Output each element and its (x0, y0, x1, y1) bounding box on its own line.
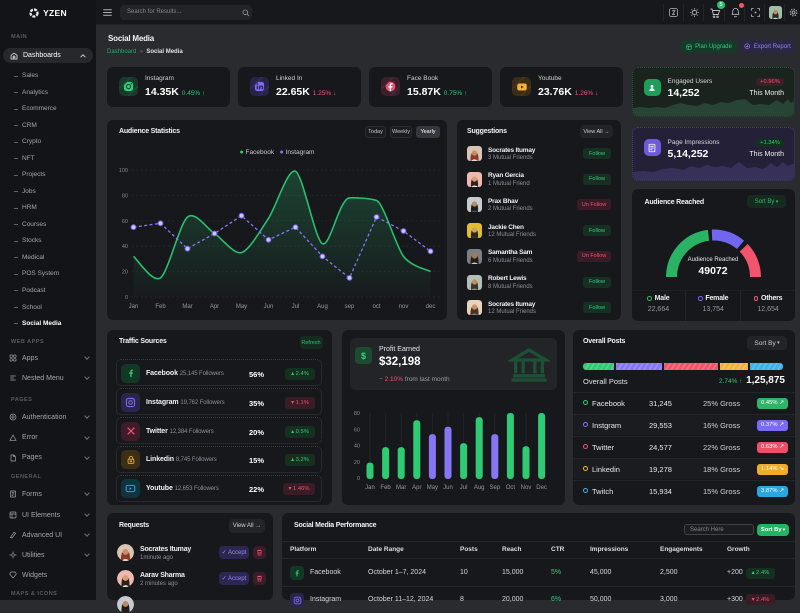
svg-text:Feb: Feb (380, 485, 391, 491)
svg-text:20: 20 (122, 270, 128, 276)
svg-text:Dec: Dec (536, 485, 547, 491)
svg-text:100: 100 (119, 168, 128, 174)
svg-text:oct: oct (372, 304, 380, 310)
svg-text:Apr: Apr (412, 485, 421, 491)
svg-text:May: May (236, 304, 247, 310)
svg-text:Feb: Feb (155, 304, 166, 310)
svg-text:Jan: Jan (129, 304, 139, 310)
svg-text:40: 40 (354, 444, 360, 450)
svg-text:0: 0 (125, 295, 128, 301)
svg-text:Mar: Mar (396, 485, 406, 491)
svg-text:Jul: Jul (460, 485, 468, 491)
svg-text:60: 60 (354, 427, 360, 433)
svg-text:80: 80 (354, 411, 360, 417)
svg-text:nov: nov (399, 304, 409, 310)
svg-text:Aug: Aug (317, 304, 328, 310)
svg-text:sep: sep (345, 304, 355, 310)
svg-text:May: May (427, 485, 438, 491)
svg-text:Apr: Apr (210, 304, 219, 310)
svg-text:20: 20 (354, 460, 360, 466)
svg-text:40: 40 (122, 244, 128, 250)
svg-text:Jan: Jan (365, 485, 375, 491)
svg-text:Oct: Oct (506, 485, 516, 491)
svg-text:Aug: Aug (474, 485, 485, 491)
svg-text:Jun: Jun (264, 304, 274, 310)
svg-text:0: 0 (357, 476, 360, 482)
svg-text:Sep: Sep (489, 485, 500, 491)
svg-text:Nov: Nov (521, 485, 532, 491)
svg-text:80: 80 (122, 193, 128, 199)
svg-text:Mar: Mar (182, 304, 192, 310)
svg-text:60: 60 (122, 219, 128, 225)
svg-text:Jun: Jun (443, 485, 453, 491)
svg-text:dec: dec (426, 304, 436, 310)
svg-text:Jul: Jul (292, 304, 300, 310)
